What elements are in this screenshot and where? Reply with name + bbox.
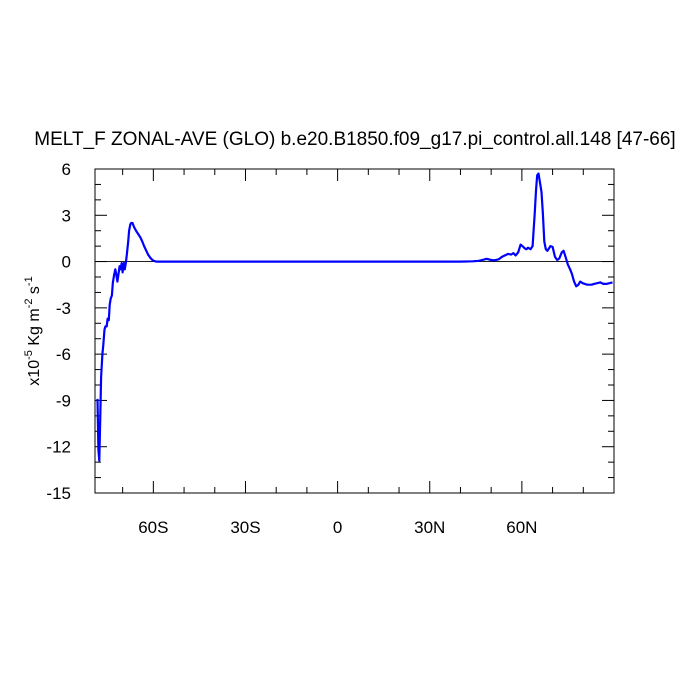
- y-axis-label-exp1: -5: [23, 350, 35, 360]
- plot-frame: [94, 168, 615, 494]
- axis-ticks: [95, 168, 614, 494]
- y-tick-label: -3: [56, 299, 71, 318]
- y-tick-label: -9: [56, 391, 71, 410]
- x-tick-label: 30S: [230, 518, 260, 537]
- x-tick-label: 0: [333, 518, 342, 537]
- tick-labels: 6 3 0 -3 -6 -9 -12 -15 60S 30S 0 30N 60N: [46, 160, 537, 537]
- y-axis-label-unit2: s: [26, 286, 43, 298]
- chart-title: MELT_F ZONAL-AVE (GLO) b.e20.B1850.f09_g…: [34, 129, 675, 150]
- x-tick-label: 60S: [138, 518, 168, 537]
- series-group: [96, 172, 613, 462]
- y-axis-label-exp3: -1: [23, 276, 35, 286]
- y-tick-label: -15: [46, 484, 71, 503]
- y-tick-label: 0: [62, 253, 71, 272]
- y-tick-label: 6: [62, 160, 71, 179]
- y-tick-label: -6: [56, 345, 71, 364]
- x-tick-label: 30N: [414, 518, 445, 537]
- y-tick-label: -12: [46, 438, 71, 457]
- series-line: [96, 172, 613, 462]
- y-axis-label-unit: Kg m: [26, 308, 43, 350]
- x-tick-label: 60N: [506, 518, 537, 537]
- y-axis-label-prefix: x10: [26, 360, 43, 386]
- y-axis-label: x10-5 Kg m-2 s-1: [23, 276, 43, 385]
- y-tick-label: 3: [62, 206, 71, 225]
- y-axis-label-exp2: -2: [23, 299, 35, 309]
